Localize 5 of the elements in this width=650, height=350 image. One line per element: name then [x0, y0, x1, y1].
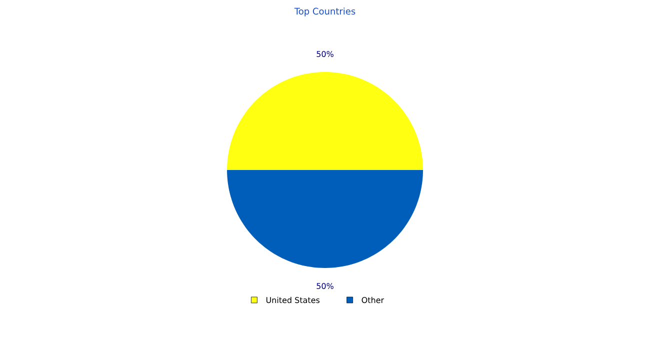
data-label: 50%: [316, 50, 334, 58]
chart-title: Top Countries: [294, 8, 356, 16]
data-label: 50%: [316, 282, 334, 290]
legend-label: United States: [266, 296, 320, 304]
legend-label: Other: [362, 296, 384, 304]
